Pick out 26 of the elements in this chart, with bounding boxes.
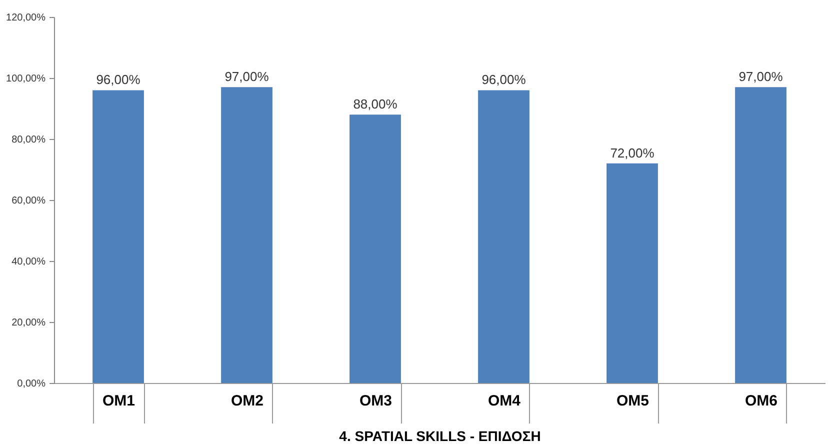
y-tick-label: 60,00% (12, 196, 46, 206)
y-tick-label: 100,00% (6, 74, 46, 84)
bar (92, 90, 144, 383)
y-tick-label: 0,00% (17, 378, 46, 390)
data-label: 72,00% (610, 145, 655, 160)
bar (735, 87, 786, 383)
x-tick-label: ΟΜ5 (616, 392, 650, 410)
data-label: 97,00% (738, 69, 784, 84)
y-tick-label: 80,00% (12, 134, 46, 146)
data-label: 97,00% (224, 69, 270, 84)
x-tick-label: ΟΜ2 (230, 392, 264, 410)
bar (606, 163, 658, 383)
x-tick-label: ΟΜ6 (744, 392, 778, 410)
data-label: 96,00% (482, 72, 526, 88)
data-label: 88,00% (353, 96, 398, 112)
x-axis-title: 4. SPATIAL SKILLS - ΕΠΙΔΟΣΗ (339, 428, 541, 444)
bar (221, 87, 272, 383)
y-tick-label: 40,00% (12, 256, 46, 268)
data-label: 96,00% (96, 72, 141, 88)
bar (350, 114, 401, 383)
y-tick-label: 120,00% (6, 12, 46, 24)
bar (478, 90, 530, 383)
x-tick-label: ΟΜ4 (488, 392, 522, 410)
x-tick-label: ΟΜ1 (102, 392, 136, 410)
y-tick-label: 20,00% (12, 318, 46, 328)
x-tick-label: ΟΜ3 (359, 392, 392, 410)
